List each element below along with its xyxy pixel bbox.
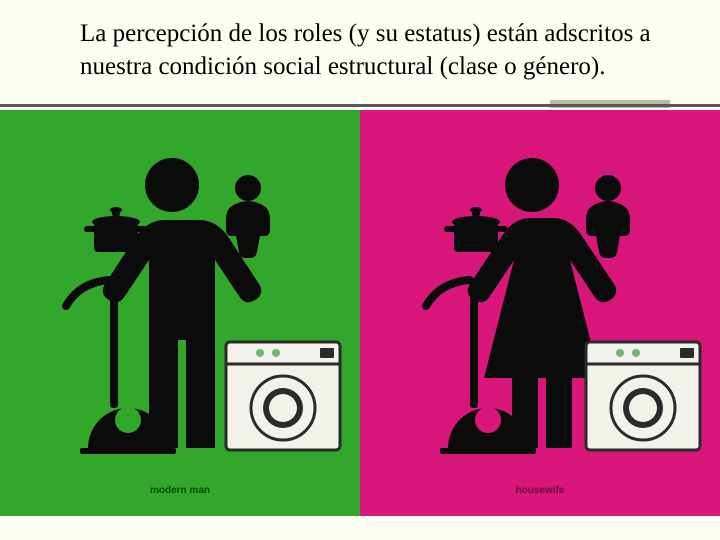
illustration-woman <box>360 110 720 516</box>
washer-icon <box>586 342 700 450</box>
caption-left: modern man <box>0 485 360 496</box>
baby-icon <box>586 175 630 258</box>
washer-icon <box>226 342 340 450</box>
slide-title: La percepción de los roles (y su estatus… <box>80 18 660 83</box>
panels: modern man <box>0 110 720 516</box>
panel-left: modern man <box>0 110 360 516</box>
slide-root: La percepción de los roles (y su estatus… <box>0 0 720 540</box>
illustration-man <box>0 110 360 516</box>
title-area: La percepción de los roles (y su estatus… <box>80 18 660 83</box>
panel-right: housewife <box>360 110 720 516</box>
rule-main <box>0 104 720 107</box>
caption-right: housewife <box>360 485 720 496</box>
